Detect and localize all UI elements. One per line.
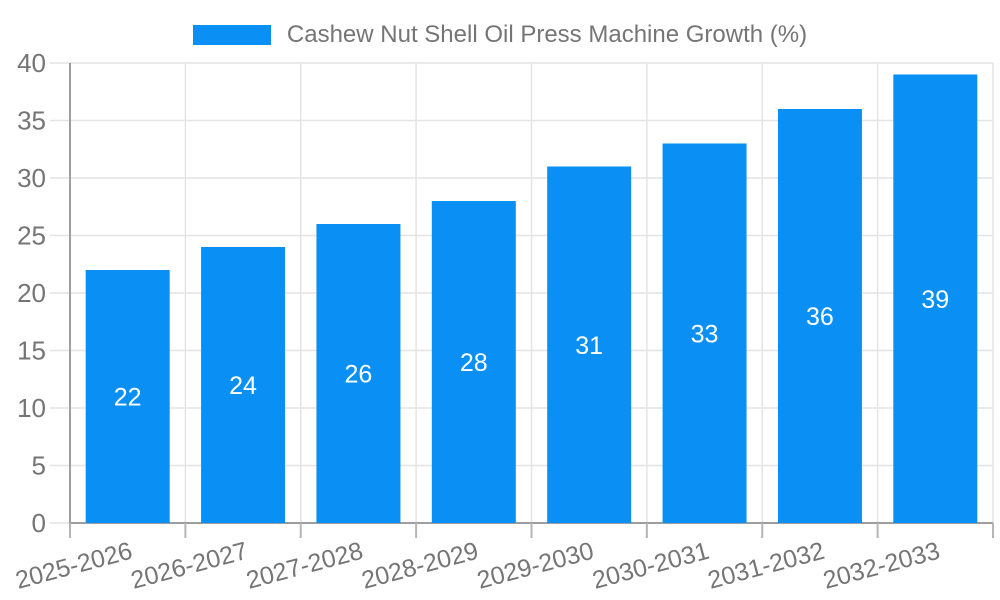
bar[interactable]	[85, 270, 170, 523]
x-axis-tick-label: 2026-2027	[128, 537, 251, 595]
bar[interactable]	[431, 201, 516, 523]
x-axis-tick-label: 2030-2031	[589, 537, 712, 595]
bar-value-label: 36	[806, 303, 834, 331]
x-axis-tick-label: 2031-2032	[705, 537, 828, 595]
bar[interactable]	[893, 74, 978, 524]
bar-value-label: 31	[575, 332, 603, 360]
y-axis-tick-label: 25	[17, 221, 46, 251]
y-axis-tick-label: 0	[32, 508, 46, 538]
legend-swatch-icon	[192, 25, 271, 45]
y-axis-tick-label: 30	[17, 163, 46, 193]
y-axis-tick-label: 15	[17, 336, 46, 366]
legend[interactable]: Cashew Nut Shell Oil Press Machine Growt…	[0, 16, 1000, 54]
bar-value-label: 39	[921, 286, 949, 314]
y-axis-tick-label: 35	[17, 106, 46, 136]
y-axis-tick-label: 10	[17, 393, 46, 423]
x-axis-tick-label: 2028-2029	[359, 537, 482, 595]
bar[interactable]	[777, 109, 862, 523]
x-axis-tick-label: 2025-2026	[13, 537, 136, 595]
bar[interactable]	[316, 224, 401, 523]
bar-value-label: 24	[229, 372, 257, 400]
x-axis-tick-label: 2027-2028	[243, 537, 366, 595]
bar[interactable]	[547, 166, 632, 524]
bar[interactable]	[662, 143, 747, 524]
bar-value-label: 22	[114, 384, 142, 412]
y-axis-tick-label: 40	[17, 48, 46, 78]
bar-value-label: 26	[345, 361, 373, 389]
bar-value-label: 28	[460, 349, 488, 377]
y-axis-tick-label: 5	[32, 451, 46, 481]
x-axis-tick-label: 2032-2033	[820, 537, 943, 595]
bar-value-label: 33	[691, 320, 719, 348]
y-axis-tick-label: 20	[17, 278, 46, 308]
x-axis-tick-label: 2029-2030	[474, 537, 597, 595]
legend-label: Cashew Nut Shell Oil Press Machine Growt…	[286, 21, 808, 48]
bar[interactable]	[201, 247, 286, 523]
